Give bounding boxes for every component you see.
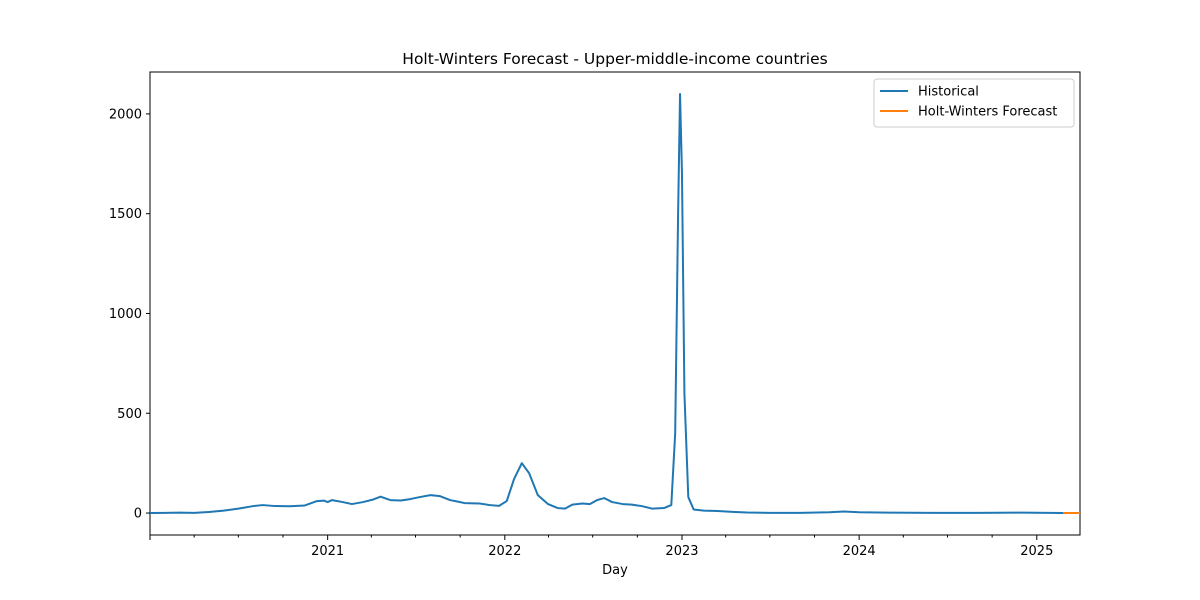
legend-label: Holt-Winters Forecast <box>918 105 1057 120</box>
series-line-historical <box>149 92 1064 515</box>
chart-title: Holt-Winters Forecast - Upper-middle-inc… <box>402 50 827 68</box>
x-axis-label: Day <box>602 563 628 578</box>
x-tick-label: 2025 <box>1020 544 1053 559</box>
y-axis: 0 500 1000 1500 2000 <box>109 107 150 522</box>
legend-label: Historical <box>918 85 979 100</box>
y-tick-label: 500 <box>117 407 142 422</box>
x-tick-label: 2022 <box>488 544 521 559</box>
legend: Historical Holt-Winters Forecast <box>873 78 1075 128</box>
x-axis: 2021 2022 2023 2024 2025 <box>149 535 1053 559</box>
plot-frame <box>149 71 1081 536</box>
y-tick-label: 1500 <box>109 207 142 222</box>
series-layer <box>149 92 1080 515</box>
y-tick-label: 0 <box>134 507 142 522</box>
legend-box <box>873 78 1075 128</box>
x-tick-label: 2023 <box>665 544 698 559</box>
x-tick-label: 2024 <box>843 544 876 559</box>
y-tick-label: 2000 <box>109 107 142 122</box>
y-tick-label: 1000 <box>109 307 142 322</box>
x-tick-label: 2021 <box>311 544 344 559</box>
